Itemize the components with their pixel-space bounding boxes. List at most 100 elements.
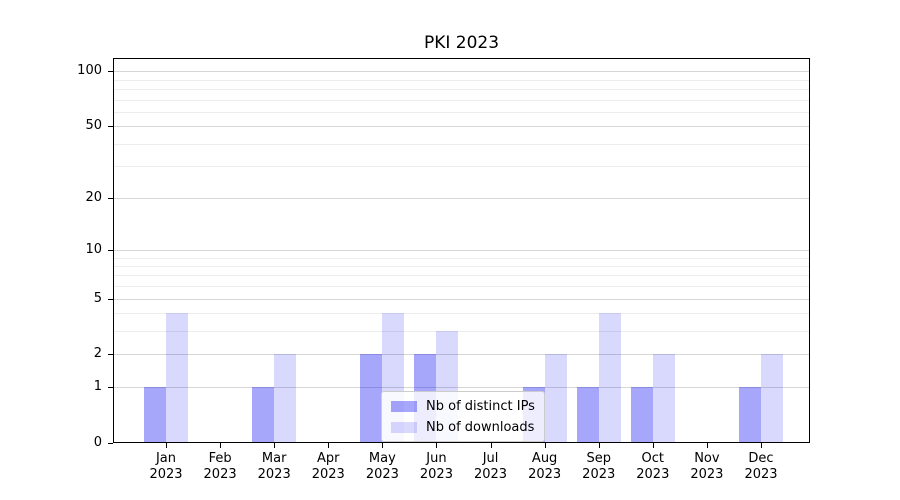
y-tick-label: 0	[93, 435, 102, 450]
legend-item-distinct-ips: Nb of distinct IPs	[391, 398, 535, 414]
x-tick-label-oct: Oct 2023	[623, 451, 683, 483]
legend-label: Nb of distinct IPs	[426, 398, 535, 414]
bar-mar-downloads	[274, 354, 297, 443]
y-tick-mark	[108, 354, 113, 356]
x-tick-mark	[598, 443, 600, 448]
bar-dec-distinct-ips	[738, 387, 761, 443]
gridline-minor	[113, 275, 810, 277]
x-tick-month: Sep	[586, 451, 611, 466]
x-tick-mark	[706, 443, 708, 448]
x-tick-month: Mar	[261, 451, 287, 466]
x-tick-label-dec: Dec 2023	[731, 451, 791, 483]
x-tick-month: May	[368, 451, 396, 466]
gridline-minor	[113, 286, 810, 288]
gridline-major	[113, 197, 810, 199]
x-tick-year: 2023	[257, 467, 291, 482]
x-tick-month: Jun	[426, 451, 447, 466]
x-tick-mark	[328, 443, 330, 448]
x-tick-month: Dec	[748, 451, 774, 466]
x-tick-mark	[166, 443, 167, 448]
gridline-minor	[113, 313, 810, 315]
gridline-minor	[113, 143, 810, 145]
gridline-major	[113, 354, 810, 356]
gridline-minor	[113, 111, 810, 113]
plot-area: Nb of distinct IPs Nb of downloads	[113, 58, 810, 443]
gridline-minor	[113, 257, 810, 259]
x-tick-year: 2023	[528, 467, 562, 482]
gridline-minor	[113, 265, 810, 267]
y-tick-label: 5	[93, 290, 102, 306]
x-tick-label-apr: Apr 2023	[298, 451, 358, 483]
bar-oct-distinct-ips	[630, 387, 653, 443]
x-tick-year: 2023	[419, 467, 453, 482]
x-tick-month: Jan	[155, 451, 177, 466]
x-tick-month: Jul	[482, 451, 499, 466]
bar-aug-downloads	[544, 354, 567, 443]
gridline-minor	[113, 331, 810, 333]
y-tick-mark	[108, 387, 113, 389]
bar-sep-distinct-ips	[576, 387, 599, 443]
y-tick-label: 2	[93, 346, 102, 362]
gridline-major	[113, 249, 810, 251]
x-tick-label-jun: Jun 2023	[406, 451, 466, 483]
x-tick-mark	[436, 443, 438, 448]
x-tick-label-aug: Aug 2023	[515, 451, 575, 483]
x-tick-year: 2023	[636, 467, 670, 482]
gridline-major	[113, 126, 810, 128]
legend-swatch-distinct-ips	[391, 400, 417, 412]
legend-swatch-downloads	[391, 421, 417, 433]
gridline-major	[113, 298, 810, 300]
gridline-minor	[113, 99, 810, 101]
y-tick-mark	[108, 197, 113, 199]
x-tick-mark	[274, 443, 276, 448]
x-tick-mark	[760, 443, 762, 448]
x-tick-month: Nov	[694, 451, 720, 466]
bar-oct-downloads	[652, 354, 675, 443]
y-tick-mark	[108, 443, 113, 444]
chart-title: PKI 2023	[423, 33, 500, 53]
x-tick-label-may: May 2023	[352, 451, 412, 483]
bar-may-distinct-ips	[360, 354, 383, 443]
x-tick-year: 2023	[473, 467, 508, 482]
x-tick-year: 2023	[149, 467, 183, 482]
x-tick-label-nov: Nov 2023	[677, 451, 737, 483]
bar-mar-distinct-ips	[252, 387, 275, 443]
y-tick-mark	[108, 71, 113, 73]
gridline-minor	[113, 79, 810, 81]
x-tick-label-feb: Feb 2023	[190, 451, 250, 483]
y-tick-label: 20	[85, 189, 102, 205]
bar-dec-downloads	[760, 354, 783, 443]
x-tick-label-jul: Jul 2023	[461, 451, 521, 483]
bar-sep-downloads	[598, 313, 621, 443]
x-tick-year: 2023	[311, 467, 345, 482]
y-tick-mark	[108, 249, 113, 251]
y-tick-mark	[108, 298, 113, 300]
x-tick-month: Aug	[531, 451, 558, 466]
y-tick-label: 100	[77, 63, 102, 79]
x-tick-mark	[544, 443, 546, 448]
gridline-major	[113, 71, 810, 73]
x-tick-month: Feb	[208, 451, 232, 466]
x-tick-year: 2023	[690, 467, 724, 482]
gridline-minor	[113, 88, 810, 90]
y-tick-label: 50	[85, 118, 102, 134]
legend: Nb of distinct IPs Nb of downloads	[381, 391, 545, 442]
x-tick-year: 2023	[365, 467, 399, 482]
gridline-major	[113, 387, 810, 389]
bar-jan-distinct-ips	[144, 387, 166, 443]
x-tick-year: 2023	[203, 467, 237, 482]
x-tick-year: 2023	[582, 467, 616, 482]
bar-jan-downloads	[166, 313, 188, 443]
x-tick-month: Oct	[641, 451, 665, 466]
x-tick-month: Apr	[317, 451, 340, 466]
gridline-minor	[113, 166, 810, 168]
x-tick-mark	[382, 443, 384, 448]
x-tick-mark	[220, 443, 222, 448]
x-tick-year: 2023	[744, 467, 778, 482]
x-tick-mark	[652, 443, 654, 448]
legend-label: Nb of downloads	[426, 419, 535, 435]
x-tick-label-jan: Jan 2023	[136, 451, 196, 483]
y-tick-label: 1	[93, 379, 102, 395]
y-tick-mark	[108, 126, 113, 128]
